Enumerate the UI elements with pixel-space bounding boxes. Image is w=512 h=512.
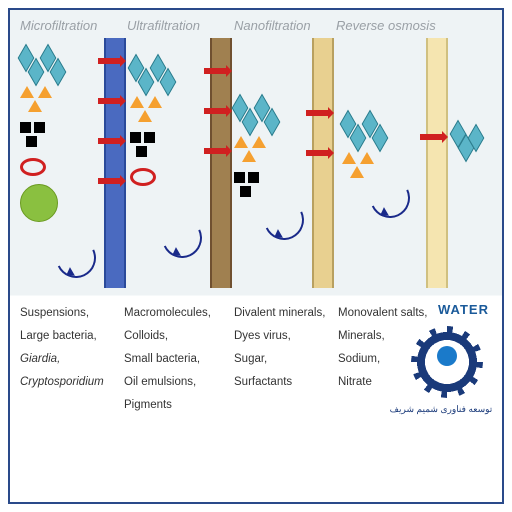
triangle-icon — [350, 166, 364, 178]
logo-text: توسعه فناوری شمیم شریف — [376, 404, 506, 415]
triangle-icon — [38, 86, 52, 98]
flow-arrow-icon — [420, 134, 442, 140]
label-line: Colloids, — [124, 325, 224, 348]
triangle-icon — [360, 152, 374, 164]
flow-arrow-icon — [306, 110, 328, 116]
triangle-icon — [252, 136, 266, 148]
flow-arrow-icon — [98, 58, 120, 64]
triangle-icon — [138, 110, 152, 122]
water-label: WATER — [438, 302, 489, 317]
label-line: Macromolecules, — [124, 302, 224, 325]
membrane-bar — [104, 38, 126, 288]
ring-icon — [20, 158, 46, 176]
square-icon — [136, 146, 147, 157]
triangle-icon — [342, 152, 356, 164]
column-title: Ultrafiltration — [127, 18, 200, 33]
label-line: Dyes virus, — [234, 325, 334, 348]
flow-arrow-icon — [98, 98, 120, 104]
flow-arrow-icon — [204, 68, 226, 74]
square-icon — [130, 132, 141, 143]
reject-arrow-icon — [50, 232, 101, 283]
reject-arrow-icon — [156, 212, 207, 263]
square-icon — [248, 172, 259, 183]
triangle-icon — [20, 86, 34, 98]
square-icon — [144, 132, 155, 143]
ring-icon — [130, 168, 156, 186]
label-line: Cryptosporidium — [20, 371, 120, 394]
reject-arrow-icon — [258, 194, 309, 245]
reject-arrow-icon — [364, 172, 415, 223]
square-icon — [20, 122, 31, 133]
square-icon — [240, 186, 251, 197]
label-column: Divalent minerals,Dyes virus,Sugar,Surfa… — [234, 302, 334, 394]
square-icon — [34, 122, 45, 133]
label-line: Large bacteria, — [20, 325, 120, 348]
flow-arrow-icon — [98, 138, 120, 144]
triangle-icon — [148, 96, 162, 108]
label-line: Giardia, — [20, 348, 120, 371]
square-icon — [234, 172, 245, 183]
label-line: Suspensions, — [20, 302, 120, 325]
label-line: Sugar, — [234, 348, 334, 371]
diagram-content: Microfiltration Ultrafiltration Nanofiltra… — [10, 10, 502, 502]
label-column: Macromolecules,Colloids,Small bacteria,O… — [124, 302, 224, 417]
membrane-bar — [426, 38, 448, 288]
column-title: Microfiltration — [20, 18, 97, 33]
triangle-icon — [242, 150, 256, 162]
flow-arrow-icon — [204, 148, 226, 154]
column-title: Nanofiltration — [234, 18, 311, 33]
flow-arrow-icon — [204, 108, 226, 114]
square-icon — [26, 136, 37, 147]
label-line: Monovalent salts, — [338, 302, 438, 325]
label-line: Pigments — [124, 394, 224, 417]
column-title: Reverse osmosis — [336, 18, 436, 33]
triangle-icon — [234, 136, 248, 148]
label-line: Oil emulsions, — [124, 371, 224, 394]
circle-icon — [20, 184, 58, 222]
company-logo — [410, 326, 484, 400]
drop-icon — [437, 346, 457, 366]
label-line: Surfactants — [234, 371, 334, 394]
gear-icon — [411, 326, 483, 398]
membrane-bar — [312, 38, 334, 288]
flow-arrow-icon — [306, 150, 328, 156]
label-line: Divalent minerals, — [234, 302, 334, 325]
triangle-icon — [130, 96, 144, 108]
diagram-frame: Microfiltration Ultrafiltration Nanofiltra… — [8, 8, 504, 504]
flow-arrow-icon — [98, 178, 120, 184]
triangle-icon — [28, 100, 42, 112]
label-line: Small bacteria, — [124, 348, 224, 371]
label-column: Suspensions,Large bacteria,Giardia,Crypt… — [20, 302, 120, 394]
